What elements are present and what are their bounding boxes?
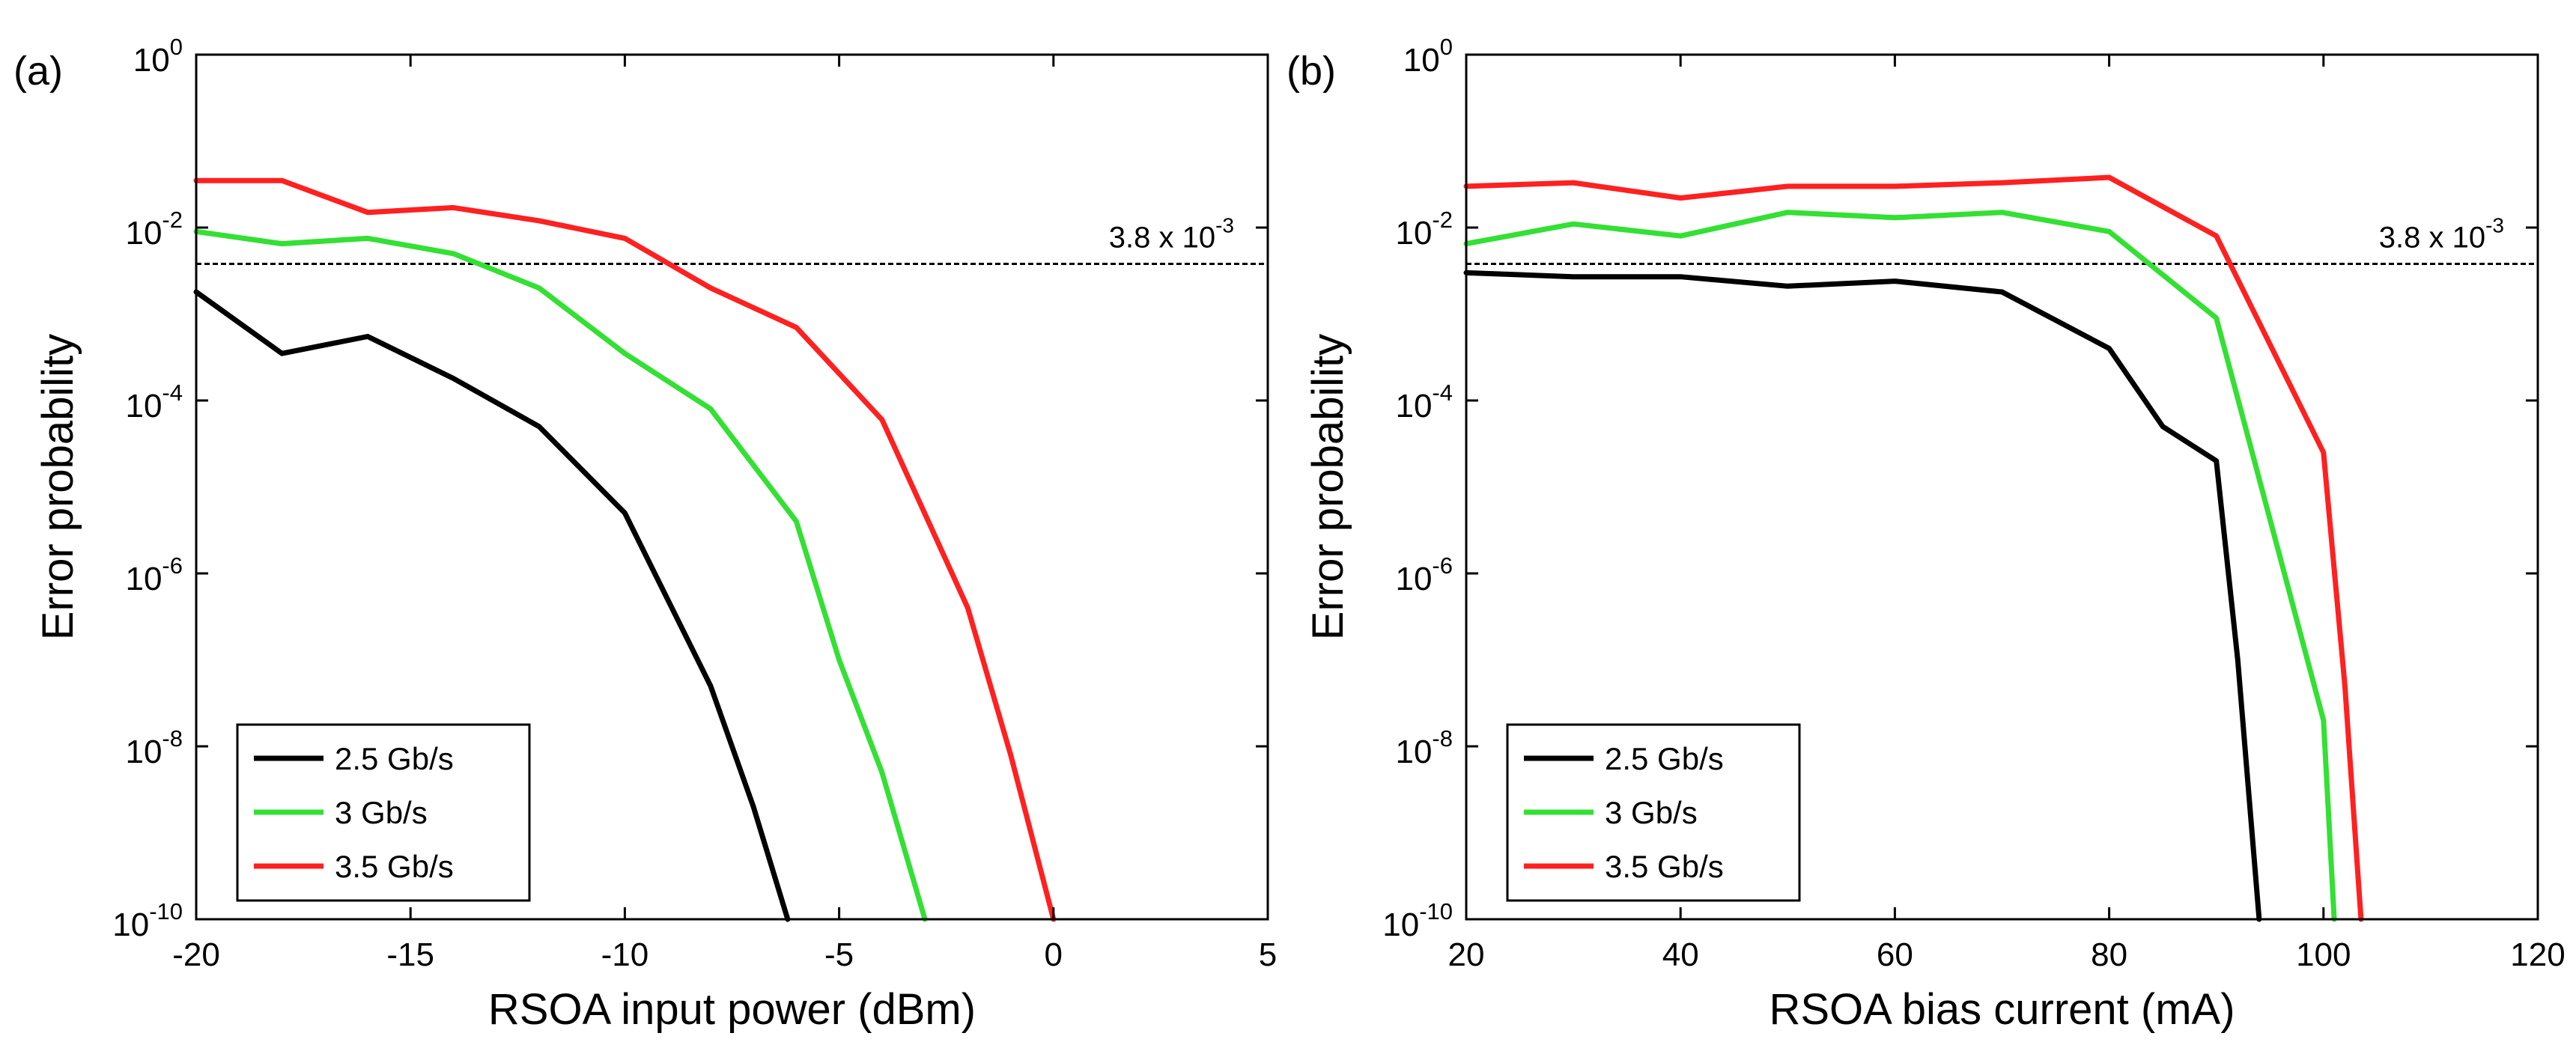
y-tick-label: 10-10 xyxy=(112,898,183,943)
x-tick-label: 120 xyxy=(2510,936,2565,973)
y-tick-label: 10-2 xyxy=(125,207,183,252)
series-line-1 xyxy=(1463,210,2337,922)
panel-a: (a)-20 -15 -10 -5 0 510-1010-810-610-410-2100… xyxy=(13,34,1277,1034)
y-tick-label: 100 xyxy=(133,34,183,79)
panel-b: (b)20 40 60 80 100 12010-1010-810-610-410-210… xyxy=(1287,34,2566,1034)
y-tick-base: 10 xyxy=(112,907,149,943)
y-tick-base: 10 xyxy=(1395,388,1432,424)
y-tick-base: 10 xyxy=(1382,907,1419,943)
x-tick-label: -20 xyxy=(172,936,220,973)
y-tick-base: 10 xyxy=(1395,734,1432,770)
y-tick-base: 10 xyxy=(125,561,162,597)
y-tick-exp: -6 xyxy=(1432,552,1453,579)
y-tick-exp: -6 xyxy=(162,552,183,579)
y-tick-base: 10 xyxy=(1403,42,1440,79)
x-tick-label: -15 xyxy=(386,936,434,973)
y-tick-label: 10-6 xyxy=(1395,552,1453,597)
y-tick-base: 10 xyxy=(1395,215,1432,252)
legend-label-0: 2.5 Gb/s xyxy=(1605,741,1724,776)
y-tick-base: 10 xyxy=(125,388,162,424)
panel-label: (a) xyxy=(13,49,63,94)
y-tick-label: 100 xyxy=(1403,34,1453,79)
y-tick-base: 10 xyxy=(133,42,170,79)
x-axis-label: RSOA input power (dBm) xyxy=(488,985,976,1034)
y-tick-base: 10 xyxy=(125,215,162,252)
series-line-2 xyxy=(1463,174,2364,922)
y-tick-exp: -4 xyxy=(1432,380,1453,406)
y-tick-label: 10-8 xyxy=(1395,725,1453,770)
y-tick-exp: -4 xyxy=(162,380,183,406)
legend-label-2: 3.5 Gb/s xyxy=(1605,849,1724,884)
plot-frame xyxy=(1465,53,2539,921)
y-tick-base: 10 xyxy=(1395,561,1432,597)
y-tick-label: 10-2 xyxy=(1395,207,1453,252)
series-line-0 xyxy=(193,289,791,922)
threshold-label-main: 3.8 x 10 xyxy=(2379,222,2485,255)
legend-label-2: 3.5 Gb/s xyxy=(335,849,454,884)
x-tick-label: 5 xyxy=(1259,936,1277,973)
y-tick-exp: -10 xyxy=(1419,898,1453,924)
y-tick-exp: -8 xyxy=(162,725,183,752)
y-tick-label: 10-10 xyxy=(1382,898,1453,943)
y-tick-exp: -2 xyxy=(1432,207,1453,233)
x-tick-label: 80 xyxy=(2091,936,2127,973)
x-tick-label: 40 xyxy=(1662,936,1699,973)
threshold-label-exp: -3 xyxy=(1215,214,1234,237)
threshold-label: 3.8 x 10-3 xyxy=(2379,214,2504,255)
legend: 2.5 Gb/s 3 Gb/s 3.5 Gb/s xyxy=(236,723,531,902)
y-tick-label: 10-8 xyxy=(125,725,183,770)
y-tick-exp: 0 xyxy=(170,34,183,60)
threshold-label-exp: -3 xyxy=(2485,214,2504,237)
y-tick-label: 10-6 xyxy=(125,552,183,597)
legend: 2.5 Gb/s 3 Gb/s 3.5 Gb/s xyxy=(1506,723,1801,902)
y-tick-base: 10 xyxy=(125,734,162,770)
legend-label-0: 2.5 Gb/s xyxy=(335,741,454,776)
y-tick-exp: -8 xyxy=(1432,725,1453,752)
y-axis-label: Error probability xyxy=(1304,334,1352,640)
threshold-label-main: 3.8 x 10 xyxy=(1109,222,1215,255)
series-line-1 xyxy=(193,228,928,922)
y-axis-label: Error probability xyxy=(34,334,82,640)
x-axis-label: RSOA bias current (mA) xyxy=(1769,985,2235,1034)
legend-label-1: 3 Gb/s xyxy=(335,795,428,830)
x-tick-label: 100 xyxy=(2296,936,2351,973)
y-tick-exp: -10 xyxy=(149,898,183,924)
y-tick-label: 10-4 xyxy=(1395,380,1453,424)
x-tick-label: -5 xyxy=(824,936,854,973)
y-tick-label: 10-4 xyxy=(125,380,183,424)
x-tick-label: -10 xyxy=(601,936,649,973)
y-tick-exp: -2 xyxy=(162,207,183,233)
series-line-2 xyxy=(193,177,1057,922)
x-tick-label: 0 xyxy=(1045,936,1063,973)
plot-frame xyxy=(195,53,1269,921)
legend-label-1: 3 Gb/s xyxy=(1605,795,1698,830)
panel-label: (b) xyxy=(1287,49,1336,94)
threshold-label: 3.8 x 10-3 xyxy=(1109,214,1234,255)
series-line-0 xyxy=(1463,269,2262,922)
y-tick-exp: 0 xyxy=(1440,34,1453,60)
x-tick-label: 60 xyxy=(1877,936,1913,973)
x-tick-label: 20 xyxy=(1448,936,1485,973)
